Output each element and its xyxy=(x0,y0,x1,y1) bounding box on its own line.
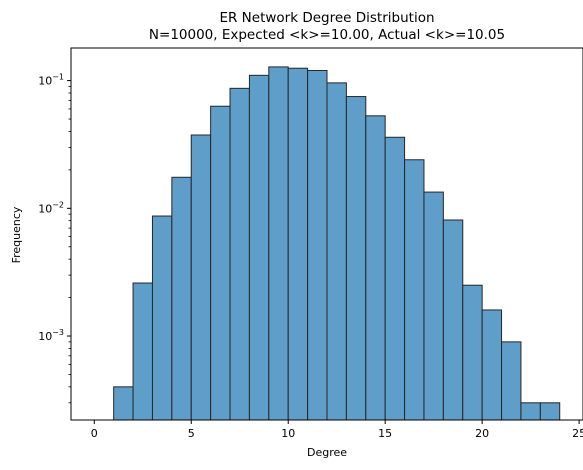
y-tick-exponent: −2 xyxy=(52,200,64,209)
y-tick-base: 10 xyxy=(38,75,52,88)
histogram-bar-16 xyxy=(404,159,425,421)
y-tick-exponent: −3 xyxy=(52,328,64,337)
histogram-bar-4 xyxy=(171,176,192,421)
histogram-bar-8 xyxy=(248,74,270,421)
histogram-bar-15 xyxy=(384,136,406,421)
histogram-bar-20 xyxy=(481,309,503,421)
y-tick-label: 10−3 xyxy=(38,328,64,343)
histogram-bar-2 xyxy=(132,282,153,421)
histogram-bar-12 xyxy=(326,82,347,421)
histogram-bar-13 xyxy=(345,96,367,421)
histogram-bar-9 xyxy=(268,66,289,421)
y-tick-exponent: −1 xyxy=(52,73,64,82)
histogram-bar-22 xyxy=(520,402,541,421)
chart-title: ER Network Degree Distribution xyxy=(219,10,434,26)
y-axis-ticks: 10−310−210−1 xyxy=(38,73,71,404)
y-axis-label: Frequency xyxy=(10,206,23,263)
histogram-bar-17 xyxy=(423,191,444,421)
histogram-bar-19 xyxy=(462,284,483,421)
histogram-bar-10 xyxy=(287,67,309,421)
x-axis-label: Degree xyxy=(307,446,347,459)
x-axis-ticks: 0 5 10 15 20 25 xyxy=(91,420,583,440)
x-tick-label: 15 xyxy=(378,427,392,440)
histogram-bar-21 xyxy=(501,341,522,421)
y-tick-base: 10 xyxy=(38,330,52,343)
x-tick-label: 25 xyxy=(572,427,583,440)
histogram-bar-18 xyxy=(442,219,464,421)
x-tick-label: 20 xyxy=(475,427,489,440)
plot-frame xyxy=(70,47,583,421)
chart-subtitle: N=10000, Expected <k>=10.00, Actual <k>=… xyxy=(149,27,505,43)
y-tick-label: 10−1 xyxy=(38,73,64,88)
histogram-bar-11 xyxy=(307,69,328,421)
histogram-bar-14 xyxy=(365,115,386,421)
histogram-bar-23 xyxy=(539,402,561,421)
histogram-bar-1 xyxy=(113,386,134,421)
bars-group xyxy=(113,66,561,421)
x-tick-label: 0 xyxy=(91,427,98,440)
histogram-bar-6 xyxy=(210,105,231,421)
histogram-bar-3 xyxy=(151,215,173,421)
y-tick-label: 10−2 xyxy=(38,200,64,215)
y-tick-base: 10 xyxy=(38,202,52,215)
histogram-bar-5 xyxy=(190,134,212,421)
histogram-bar-7 xyxy=(229,87,250,421)
x-tick-label: 10 xyxy=(281,427,295,440)
x-tick-label: 5 xyxy=(188,427,195,440)
